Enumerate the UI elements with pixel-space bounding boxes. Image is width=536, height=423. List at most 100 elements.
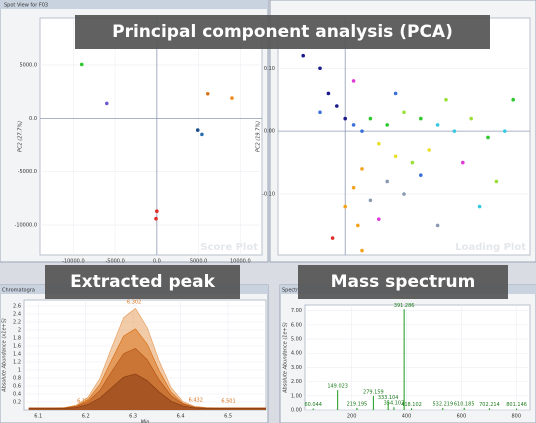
x-tick-label: 400 — [402, 414, 412, 420]
point — [104, 101, 109, 106]
point — [377, 141, 381, 146]
x-tick-label: 800 — [512, 414, 522, 420]
y-axis-label: Absolute Abundance (1e+5) — [283, 322, 289, 394]
point — [351, 185, 356, 190]
peak-area — [28, 348, 266, 410]
y-tick-label: 5.00 — [291, 337, 302, 343]
point — [486, 135, 490, 140]
y-tick-label: 1.8 — [13, 336, 21, 342]
point — [318, 66, 322, 71]
peak-label: 149.023 — [327, 384, 348, 390]
peak-label: 279.159 — [363, 389, 384, 395]
peak-label: 6.501 — [221, 399, 235, 405]
point — [402, 110, 406, 115]
y-tick-label: 4.00 — [291, 351, 302, 357]
point — [410, 160, 415, 165]
peak-line — [28, 347, 266, 409]
panel-title: Chromatogra — [2, 288, 35, 294]
peak-label: 6.197 — [77, 399, 91, 405]
x-tick-label: 6.1 — [34, 414, 42, 420]
y-tick-label: 0.00 — [264, 129, 275, 135]
y-tick-label: 1 — [18, 368, 21, 374]
x-tick-label: 6.5 — [224, 414, 232, 420]
y-tick-label: 1.2 — [13, 360, 21, 366]
x-tick-label: 6.4 — [177, 414, 185, 420]
point — [200, 132, 204, 137]
x-tick-label: -5000.0 — [105, 259, 124, 265]
point — [335, 104, 339, 108]
peak-label: 610.185 — [454, 401, 475, 407]
point — [385, 179, 390, 184]
point — [356, 223, 360, 228]
y-tick-label: 6.00 — [291, 322, 302, 328]
plot-area — [39, 17, 263, 256]
y-tick-label: 1.4 — [13, 352, 21, 358]
x-tick-label: 5000.0 — [190, 259, 208, 265]
y-tick-label: 0.0 — [29, 116, 37, 122]
y-axis-label: PC2 (27.7%) — [18, 121, 24, 152]
point — [452, 129, 457, 133]
plot-area — [304, 304, 531, 411]
y-tick-label: 1.6 — [13, 344, 21, 350]
y-tick-label: 7.00 — [291, 308, 302, 314]
panel-title: Spot View for F03 — [4, 3, 48, 9]
y-tick-label: 1.00 — [291, 393, 302, 399]
title-bar — [0, 0, 268, 9]
x-tick-label: 200 — [347, 414, 357, 420]
peak-label: 6.432 — [189, 398, 203, 404]
point — [351, 79, 356, 83]
point — [435, 223, 440, 228]
y-tick-label: 5000.0 — [20, 62, 38, 68]
y-axis-label: PC2 (19.7%) — [256, 121, 262, 152]
point — [393, 154, 398, 159]
y-tick-label: 0.10 — [264, 66, 275, 72]
x-tick-label: 6.2 — [82, 414, 90, 420]
y-tick-label: 2.00 — [291, 379, 302, 385]
y-tick-label: -10000.0 — [15, 223, 37, 229]
point — [469, 116, 474, 121]
plot-area — [277, 17, 531, 256]
x-tick-label: -10000.0 — [62, 259, 84, 265]
banner: Mass spectrum — [298, 265, 508, 299]
point — [301, 53, 306, 58]
panel-title: Spectr — [282, 288, 299, 294]
peak-label: 801.146 — [506, 402, 527, 408]
point — [330, 236, 335, 240]
point — [343, 204, 348, 209]
banner: Principal component analysis (PCA) — [75, 15, 490, 49]
point — [477, 204, 482, 209]
point — [494, 179, 499, 184]
y-tick-label: 2.6 — [13, 304, 21, 310]
point — [427, 148, 432, 152]
peak-label: 532.219 — [432, 401, 453, 407]
peak-label: 354.107 — [384, 401, 405, 407]
point — [393, 91, 398, 96]
y-tick-label: 3.00 — [291, 365, 302, 371]
y-tick-label: -5000.0 — [18, 169, 37, 175]
y-tick-label: 2.4 — [13, 312, 21, 318]
point — [435, 123, 440, 127]
point — [385, 123, 390, 127]
peak-line — [28, 373, 266, 409]
y-tick-label: 2 — [18, 328, 21, 334]
banner: Extracted peak — [45, 265, 240, 299]
peak-label: 702.214 — [479, 402, 500, 408]
point — [79, 62, 84, 67]
point — [402, 192, 406, 196]
point — [503, 129, 507, 133]
point — [351, 123, 356, 127]
y-tick-label: -0.10 — [262, 192, 275, 198]
point — [343, 116, 348, 121]
point — [318, 110, 322, 115]
point — [511, 97, 515, 102]
point — [360, 129, 364, 133]
y-tick-label: 0.6 — [13, 384, 21, 390]
x-tick-label: 10000.0 — [230, 259, 251, 265]
point — [444, 97, 448, 102]
peak-label: 391.286 — [394, 303, 415, 309]
watermark: Loading Plot — [455, 242, 526, 253]
peak-label: 6.302 — [127, 300, 141, 306]
peak-label: 418.102 — [401, 402, 422, 408]
